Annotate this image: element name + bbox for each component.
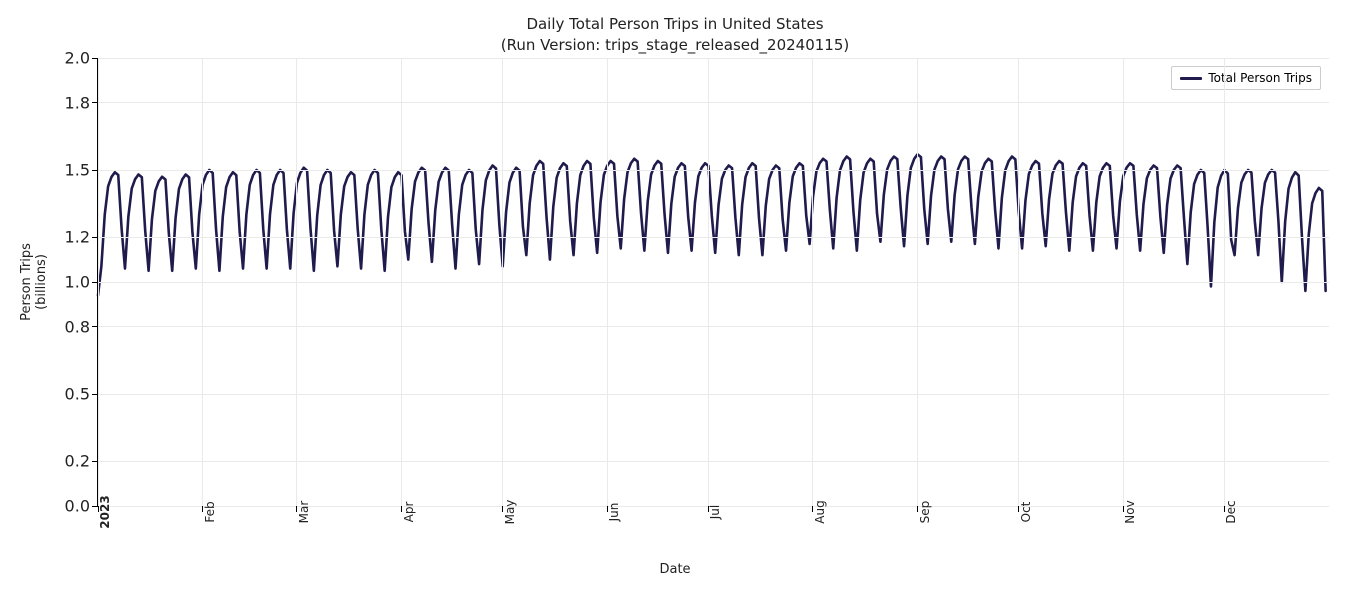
y-tick-label: 1.2	[65, 228, 90, 247]
grid-line-horizontal	[98, 394, 1329, 395]
x-tick-label-month: May	[503, 500, 517, 525]
grid-line-vertical	[917, 58, 918, 506]
y-tick-label: 2.0	[65, 49, 90, 68]
y-tick-label: 1.5	[65, 161, 90, 180]
grid-line-vertical	[202, 58, 203, 506]
grid-line-vertical	[296, 58, 297, 506]
x-tick-label-month: Feb	[203, 501, 217, 522]
x-tick-label-month: Mar	[297, 501, 311, 524]
title-line-2: (Run Version: trips_stage_released_20240…	[0, 35, 1350, 56]
x-tick-label-month: Nov	[1123, 500, 1137, 523]
grid-line-horizontal	[98, 282, 1329, 283]
y-tick-label: 0.2	[65, 452, 90, 471]
x-tick-label-month: Oct	[1019, 502, 1033, 523]
y-axis-label: Person Trips (billions)	[19, 243, 49, 321]
grid-line-horizontal	[98, 237, 1329, 238]
legend-swatch	[1180, 77, 1202, 80]
grid-line-vertical	[1224, 58, 1225, 506]
grid-line-horizontal	[98, 102, 1329, 103]
y-tick-label: 0.5	[65, 385, 90, 404]
x-tick-label-year: 2023	[98, 495, 112, 528]
grid-line-vertical	[708, 58, 709, 506]
x-tick-label-month: Sep	[918, 501, 932, 524]
x-tick-label-month: Aug	[813, 500, 827, 523]
x-tick-label-month: Dec	[1224, 500, 1238, 523]
grid-line-horizontal	[98, 461, 1329, 462]
chart-container: Daily Total Person Trips in United State…	[0, 0, 1350, 600]
y-tick-label: 0.8	[65, 317, 90, 336]
x-tick-label-month: Apr	[402, 502, 416, 523]
y-tick-label: 0.0	[65, 497, 90, 516]
grid-line-vertical	[98, 58, 99, 506]
grid-line-horizontal	[98, 170, 1329, 171]
title-line-1: Daily Total Person Trips in United State…	[0, 14, 1350, 35]
grid-line-horizontal	[98, 326, 1329, 327]
x-tick-label-month: Jul	[708, 505, 722, 519]
y-tick-label: 1.8	[65, 93, 90, 112]
grid-line-vertical	[502, 58, 503, 506]
legend: Total Person Trips	[1171, 66, 1321, 90]
y-tick-label: 1.0	[65, 273, 90, 292]
plot-area: Total Person Trips 0.00.20.50.81.01.21.5…	[98, 58, 1329, 506]
grid-line-vertical	[607, 58, 608, 506]
grid-line-horizontal	[98, 58, 1329, 59]
grid-line-vertical	[401, 58, 402, 506]
grid-line-vertical	[812, 58, 813, 506]
x-tick-label-month: Jun	[607, 503, 621, 522]
grid-line-vertical	[1018, 58, 1019, 506]
x-axis-label: Date	[659, 562, 690, 577]
grid-line-vertical	[1123, 58, 1124, 506]
chart-title: Daily Total Person Trips in United State…	[0, 14, 1350, 56]
series-path	[98, 154, 1326, 295]
